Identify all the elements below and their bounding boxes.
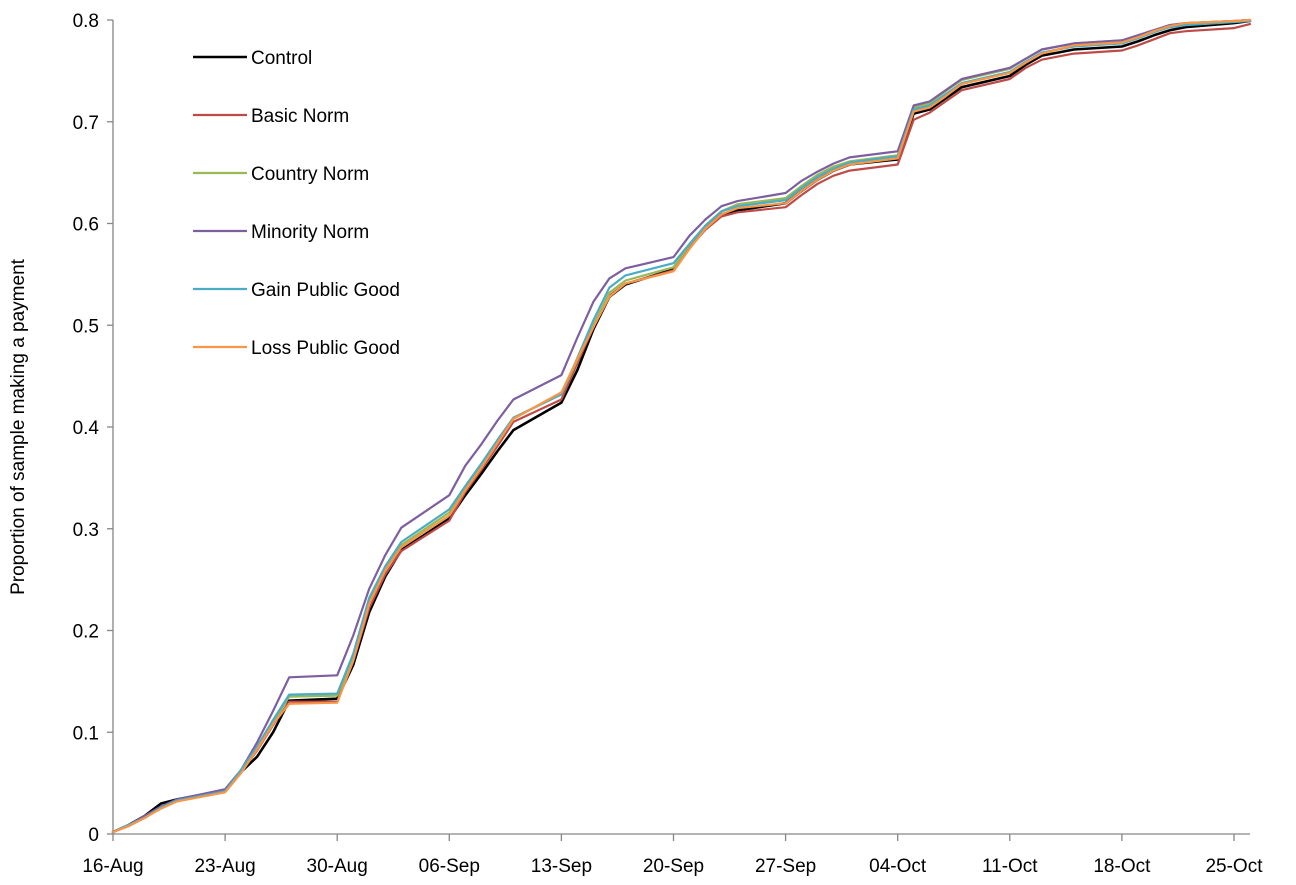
y-tick-label: 0.7 xyxy=(73,113,99,134)
y-tick-label: 0.5 xyxy=(73,316,99,337)
x-tick-label: 18-Oct xyxy=(1093,856,1151,877)
legend: Control Basic Norm Country Norm Minority No… xyxy=(193,48,400,359)
x-tick-label: 25-Oct xyxy=(1205,856,1263,877)
legend-item-minority-norm: Minority Norm xyxy=(193,222,369,243)
x-axis-ticks: 16-Aug 23-Aug 30-Aug 06-Sep 13-Sep 20-Sep 27-S… xyxy=(82,834,1263,877)
legend-item-control: Control xyxy=(193,48,312,69)
x-tick-label: 20-Sep xyxy=(643,856,704,877)
y-tick-label: 0.6 xyxy=(73,215,99,236)
legend-label: Loss Public Good xyxy=(251,338,400,359)
x-tick-label: 27-Sep xyxy=(755,856,816,877)
series-group xyxy=(111,18,1252,834)
x-tick-label: 30-Aug xyxy=(307,856,368,877)
series-line-minority-norm xyxy=(111,18,1252,834)
y-tick-label: 0.2 xyxy=(73,622,99,643)
legend-label: Minority Norm xyxy=(251,222,369,243)
x-tick-label: 11-Oct xyxy=(982,856,1038,877)
y-tick-label: 0.8 xyxy=(73,11,99,32)
legend-item-country-norm: Country Norm xyxy=(193,164,369,185)
y-axis-title: Proportion of sample making a payment xyxy=(8,258,29,595)
x-tick-label: 13-Sep xyxy=(531,856,592,877)
legend-item-basic-norm: Basic Norm xyxy=(193,106,349,127)
y-tick-label: 0 xyxy=(88,825,99,846)
legend-label: Gain Public Good xyxy=(251,280,400,301)
x-tick-label: 16-Aug xyxy=(82,856,143,877)
x-tick-label: 06-Sep xyxy=(419,856,480,877)
y-axis-ticks: 0 0.1 0.2 0.3 0.4 0.5 0.6 0.7 0.8 xyxy=(73,11,113,846)
y-tick-label: 0.4 xyxy=(73,418,100,439)
legend-label: Country Norm xyxy=(251,164,369,185)
legend-item-gain-public-good: Gain Public Good xyxy=(193,280,400,301)
y-tick-label: 0.1 xyxy=(73,723,99,744)
legend-label: Basic Norm xyxy=(251,106,349,127)
legend-item-loss-public-good: Loss Public Good xyxy=(193,338,400,359)
x-tick-label: 23-Aug xyxy=(194,856,255,877)
y-tick-label: 0.3 xyxy=(73,520,99,541)
x-tick-label: 04-Oct xyxy=(869,856,927,877)
legend-label: Control xyxy=(251,48,312,69)
series-line-loss-public-good xyxy=(111,18,1252,834)
